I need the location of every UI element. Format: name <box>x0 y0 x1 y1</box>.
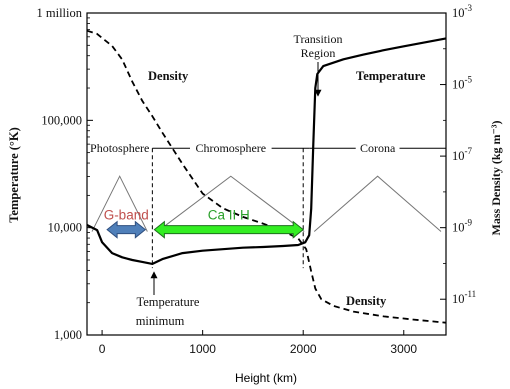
temperature-curve <box>86 37 447 265</box>
right-y-tick-label: 10-3 <box>452 3 472 20</box>
temperature-label: Temperature <box>356 69 426 83</box>
plot-frame <box>86 12 447 336</box>
left-y-tick-label: 1 million <box>37 6 83 20</box>
transition-region-label-line1: Transition <box>294 32 343 46</box>
right-y-tick-label: 10-7 <box>452 146 472 163</box>
density-label-upper: Density <box>148 69 189 83</box>
band-label: Ca II H <box>208 208 250 223</box>
x-tick-label: 1000 <box>189 342 216 356</box>
density-curve <box>86 29 447 324</box>
density-label-lower: Density <box>346 294 387 308</box>
right-y-tick-label: 10-11 <box>452 289 476 306</box>
left-y-tick-label: 1,000 <box>54 328 82 342</box>
right-y-tick-label: 10-9 <box>452 218 472 235</box>
x-axis-label: Height (km) <box>235 371 297 385</box>
left-y-axis-label: Temperature (°K) <box>7 127 21 223</box>
x-tick-label: 2000 <box>290 342 317 356</box>
region-bracket <box>91 175 148 232</box>
left-y-tick-label: 100,000 <box>41 113 82 127</box>
right-y-axis-ticks: 10-11 10-9 10-7 10-5 10-3 <box>440 3 476 336</box>
left-y-axis-ticks: 1,000 10,000 100,000 1 million <box>37 6 93 342</box>
x-axis-ticks: 0 1000 2000 3000 <box>99 330 417 356</box>
band-arrow <box>153 220 305 239</box>
x-tick-label: 3000 <box>390 342 417 356</box>
right-y-tick-label: 10-5 <box>452 75 472 92</box>
left-y-tick-label: 10,000 <box>48 221 82 235</box>
series-lines <box>86 29 447 324</box>
region-label: Corona <box>360 141 396 155</box>
band-arrow <box>106 220 147 239</box>
temperature-minimum-label-line1: Temperature <box>137 295 200 309</box>
transition-region-label-line2: Region <box>301 46 336 60</box>
region-bracket <box>157 175 305 232</box>
band-label: G-band <box>104 208 149 223</box>
temperature-minimum-label-line2: minimum <box>136 314 185 328</box>
region-label: Photosphere <box>90 141 149 155</box>
spectral-band-arrows: G-band Ca II H <box>104 208 305 239</box>
region-label: Chromosphere <box>195 141 266 155</box>
region-lines: Photosphere Chromosphere Corona <box>90 141 446 269</box>
x-tick-label: 0 <box>99 342 106 356</box>
right-y-axis-label: Mass Density (kg m⁻³) <box>489 121 503 236</box>
region-bracket <box>313 175 442 232</box>
